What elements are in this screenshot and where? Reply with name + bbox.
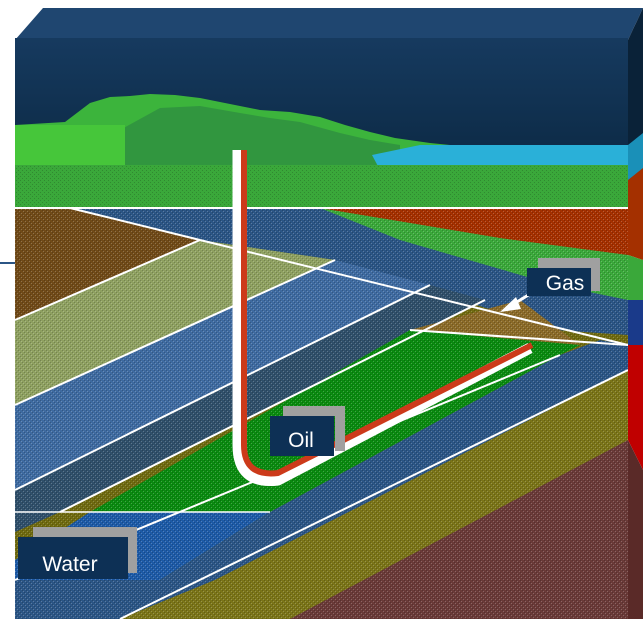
block-side-top (628, 168, 643, 260)
bedding-lines (14, 207, 629, 619)
sky-block-top (15, 8, 643, 40)
gas-label: Gas (527, 258, 600, 296)
block-side-blue (628, 300, 643, 345)
horizontal-well (232, 150, 534, 487)
gas-label-text: Gas (546, 272, 585, 295)
surface-band-shade (15, 165, 628, 210)
water-label-text: Water (42, 553, 97, 576)
block-side-green (628, 255, 643, 300)
block-side-maroon (628, 440, 643, 619)
hill-ridges (120, 106, 400, 180)
block-side-red (628, 345, 643, 470)
lake-side (628, 133, 643, 182)
oil-label-text: Oil (288, 429, 314, 452)
oil-label: Oil (270, 406, 345, 456)
water-label: Water (18, 527, 137, 579)
